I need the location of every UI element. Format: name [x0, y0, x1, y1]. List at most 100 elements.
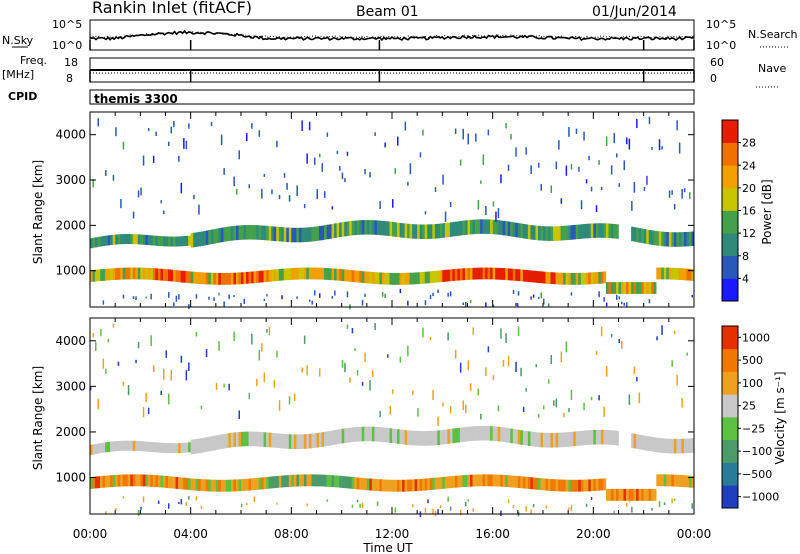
- colorbar-tick-label: 1000: [742, 331, 770, 344]
- cell-scatter: [588, 155, 590, 161]
- cell-lower: [459, 268, 463, 281]
- cell-lower: [482, 267, 486, 280]
- cell-lower: [346, 476, 350, 489]
- cell-lower: [407, 479, 410, 492]
- cell-scatter: [628, 499, 631, 503]
- cell-scatter: [568, 507, 570, 510]
- cell-upper: [142, 441, 146, 452]
- cell-upper: [543, 432, 546, 448]
- cell-lower: [301, 474, 305, 487]
- noise-search-trace: [89, 31, 695, 39]
- cell-lower: [308, 474, 312, 487]
- cell-upper: [414, 430, 418, 446]
- cell-upper: [661, 438, 665, 453]
- cell-upper: [497, 426, 501, 442]
- cell-scatter: [238, 150, 240, 160]
- cell-upper: [374, 426, 378, 442]
- cell-lower: [281, 268, 285, 281]
- cell-scatter: [258, 349, 261, 361]
- cell-lower: [178, 477, 181, 490]
- cell-scatter: [500, 510, 502, 516]
- cell-scatter: [150, 335, 152, 347]
- cell-upper: [689, 438, 692, 453]
- cell-lower: [633, 488, 637, 501]
- cell-upper: [190, 439, 194, 455]
- cell-lower: [399, 479, 403, 492]
- cell-lower: [517, 269, 521, 282]
- cell-lower: [381, 479, 385, 492]
- cell-upper: [210, 436, 214, 451]
- cell-lower: [535, 477, 539, 490]
- cell-scatter: [97, 118, 99, 127]
- cell-upper: [364, 426, 368, 442]
- cell-upper: [268, 432, 272, 448]
- cell-lower: [424, 271, 428, 284]
- cell-lower: [676, 474, 680, 487]
- cell-upper: [558, 226, 561, 241]
- cell-lower: [610, 488, 614, 501]
- cell-scatter: [394, 168, 396, 174]
- cell-upper: [324, 225, 327, 240]
- cell-lower: [387, 479, 390, 492]
- cell-scatter: [651, 146, 653, 150]
- colorbar-tick-label: 4: [742, 272, 749, 285]
- cell-upper: [314, 226, 317, 242]
- cell-scatter: [432, 292, 434, 297]
- cell-scatter: [605, 302, 608, 307]
- cell-upper: [331, 223, 335, 239]
- cell-lower: [228, 479, 232, 492]
- cell-scatter: [205, 349, 208, 357]
- cell-upper: [434, 430, 438, 446]
- cell-lower: [429, 478, 433, 490]
- cell-scatter: [356, 499, 359, 503]
- cell-upper: [449, 222, 453, 237]
- cell-upper: [110, 441, 113, 452]
- cell-lower: [213, 479, 217, 492]
- cell-scatter: [120, 198, 122, 209]
- cell-upper: [273, 226, 277, 242]
- cell-scatter: [600, 186, 603, 190]
- cell-upper: [593, 429, 597, 445]
- cell-upper: [163, 442, 166, 453]
- cell-lower: [588, 272, 592, 285]
- cell-lower: [248, 478, 252, 491]
- cell-lower: [548, 478, 551, 491]
- cell-scatter: [424, 507, 427, 513]
- cell-upper: [339, 429, 342, 444]
- cell-scatter: [462, 400, 464, 410]
- cell-upper: [605, 430, 609, 445]
- cell-scatter: [512, 505, 515, 509]
- cell-scatter: [507, 355, 510, 367]
- cell-lower: [100, 269, 103, 281]
- cell-scatter: [485, 367, 487, 377]
- colorbar-tick-label: 28: [742, 137, 756, 150]
- cell-lower: [384, 272, 388, 285]
- cell-upper: [454, 221, 458, 237]
- cell-lower: [437, 477, 441, 490]
- cell-lower: [127, 474, 131, 487]
- cell-lower: [550, 479, 554, 491]
- cell-scatter: [374, 323, 376, 331]
- cell-upper: [344, 428, 347, 443]
- cell-upper: [424, 224, 428, 239]
- cell-upper: [303, 434, 307, 449]
- cell-upper: [578, 431, 581, 446]
- cell-upper: [510, 428, 514, 444]
- cell-upper: [656, 231, 660, 246]
- cell-lower: [168, 476, 171, 489]
- cell-scatter: [92, 178, 94, 188]
- cell-upper: [392, 222, 395, 237]
- cell-lower: [389, 479, 393, 492]
- cell-upper: [452, 428, 456, 444]
- cell-upper: [492, 219, 496, 235]
- cell-upper: [668, 438, 672, 454]
- cell-upper: [346, 221, 350, 236]
- cell-scatter: [321, 163, 323, 172]
- cell-scatter: [520, 367, 522, 377]
- cell-scatter: [515, 147, 517, 157]
- cell-lower: [225, 272, 229, 285]
- cell-lower: [341, 269, 345, 282]
- cell-upper: [248, 431, 252, 447]
- cell-upper: [459, 220, 463, 236]
- colorbar-tick-label: 100: [742, 377, 763, 390]
